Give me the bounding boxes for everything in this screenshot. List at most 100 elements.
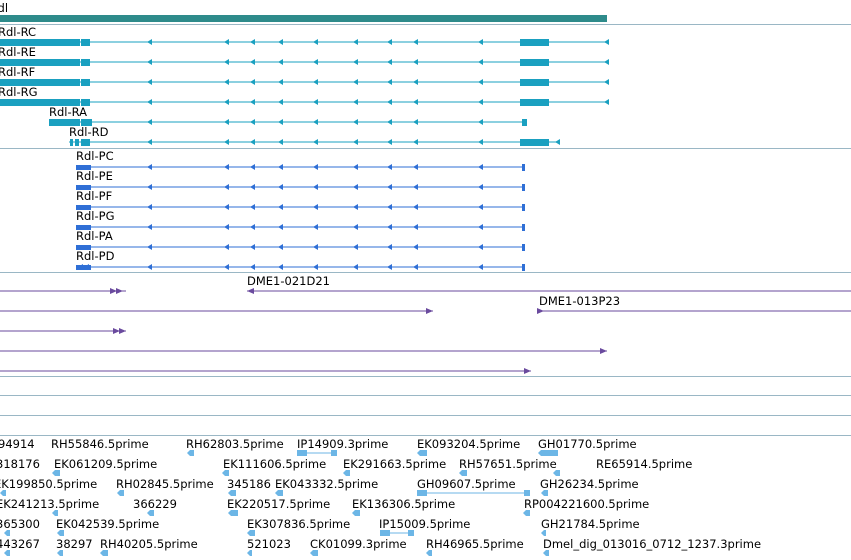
est-label: 345186 [227, 477, 271, 491]
transcript-feature[interactable]: Rdl-RG [0, 85, 609, 106]
gene-label: rdl [0, 1, 8, 15]
strand-arrow-left [387, 139, 392, 145]
strand-arrow-left [278, 184, 283, 190]
strand-arrow-left [478, 59, 483, 65]
polypeptide-feature[interactable]: Rdl-PA [76, 229, 525, 251]
strand-arrow-left [250, 139, 255, 145]
strand-arrow-left [387, 164, 392, 170]
exon-block [520, 39, 549, 46]
strand-arrow-left [387, 79, 392, 85]
strand-arrow-left [604, 39, 609, 45]
strand-arrow-left [313, 204, 318, 210]
strand-arrow-left [250, 164, 255, 170]
strand-arrow-left [413, 39, 418, 45]
est-label: EK199850.5prime [0, 477, 97, 491]
est-block [117, 490, 124, 496]
strand-arrow-left [250, 79, 255, 85]
strand-arrow-left [250, 264, 255, 270]
est-block [408, 530, 414, 536]
transcript-feature[interactable]: Rdl-RA [49, 105, 527, 126]
strand-arrow-left [147, 264, 152, 270]
strand-arrow-left [224, 204, 229, 210]
strand-arrow-left [313, 264, 318, 270]
polypeptide-block [76, 265, 91, 270]
strand-arrow-left [313, 59, 318, 65]
est-label: GH09607.5prime [417, 477, 516, 491]
transcript-label: Rdl-RD [69, 125, 109, 139]
strand-arrow-left [224, 224, 229, 230]
polypeptide-feature[interactable]: Rdl-PC [76, 149, 525, 171]
transcript-feature[interactable]: Rdl-RF [0, 65, 609, 86]
strand-arrow-left [353, 204, 358, 210]
exon-block [0, 99, 80, 106]
est-block [247, 550, 252, 556]
strand-arrow-left [313, 224, 318, 230]
polypeptide-label: Rdl-PF [76, 189, 112, 203]
strand-arrow-left [278, 99, 283, 105]
exon-block [520, 79, 549, 86]
est-label: EK043332.5prime [275, 477, 378, 491]
polypeptide-end [522, 224, 525, 231]
exon-block [0, 39, 80, 46]
strand-arrow-left [278, 139, 283, 145]
est-label: 366229 [133, 497, 177, 511]
est-block [541, 530, 546, 536]
strand-arrow-left [387, 39, 392, 45]
est-label: 94914 [0, 437, 35, 451]
est-label: 521023 [247, 537, 291, 551]
polypeptide-block [76, 185, 91, 190]
strand-arrow-left [478, 264, 483, 270]
est-label: EK241213.5prime [0, 497, 99, 511]
exon-block [0, 79, 80, 86]
polypeptide-label: Rdl-PA [76, 229, 113, 243]
strand-arrow-left [147, 139, 152, 145]
strand-arrow-left [147, 119, 152, 125]
strand-arrow-left [353, 184, 358, 190]
strand-arrow-left [224, 164, 229, 170]
exon-block [520, 99, 549, 106]
est-block [247, 530, 255, 536]
exon-block [81, 79, 90, 86]
est-block [228, 510, 238, 516]
strand-arrow-left [353, 59, 358, 65]
est-label: RH02845.5prime [116, 477, 214, 491]
strand-arrow-left [413, 164, 418, 170]
strand-arrow-left [224, 39, 229, 45]
strand-arrow-left [478, 224, 483, 230]
clone-arrow-left [247, 288, 254, 294]
est-label: EK093204.5prime [417, 437, 520, 451]
strand-arrow-left [604, 59, 609, 65]
exon-block [75, 139, 79, 146]
polypeptide-feature[interactable]: Rdl-PG [76, 209, 525, 231]
strand-arrow-left [478, 164, 483, 170]
strand-arrow-left [147, 184, 152, 190]
gene-feature[interactable] [0, 15, 607, 22]
est-label: RH57651.5prime [459, 457, 557, 471]
est-block [524, 490, 530, 496]
transcript-feature[interactable]: Rdl-RE [0, 45, 609, 66]
transcript-feature[interactable]: Rdl-RD [69, 125, 560, 146]
strand-arrow-left [353, 99, 358, 105]
est-label: RE65914.5prime [596, 457, 692, 471]
polypeptide-feature[interactable]: Rdl-PD [76, 249, 525, 271]
est-block [0, 490, 6, 496]
exon-block [81, 39, 90, 46]
strand-arrow-left [387, 59, 392, 65]
est-label: RP004221600.5prime [524, 497, 649, 511]
strand-arrow-left [250, 39, 255, 45]
est-label: 443267 [0, 537, 40, 551]
strand-arrow-left [224, 119, 229, 125]
est-label: RH40205.5prime [100, 537, 198, 551]
clone-arrow-right [113, 328, 120, 334]
strand-arrow-left [478, 79, 483, 85]
est-label: 38297 [56, 537, 93, 551]
strand-arrow-left [413, 184, 418, 190]
strand-arrow-left [604, 99, 609, 105]
polypeptide-feature[interactable]: Rdl-PE [76, 169, 525, 191]
strand-arrow-left [353, 79, 358, 85]
polypeptide-feature[interactable]: Rdl-PF [76, 189, 525, 211]
est-block [275, 490, 283, 496]
strand-arrow-left [278, 39, 283, 45]
transcript-feature[interactable]: Rdl-RC [0, 25, 609, 46]
est-label: Dmel_dig_013016_0712_1237.3prime [543, 537, 761, 551]
